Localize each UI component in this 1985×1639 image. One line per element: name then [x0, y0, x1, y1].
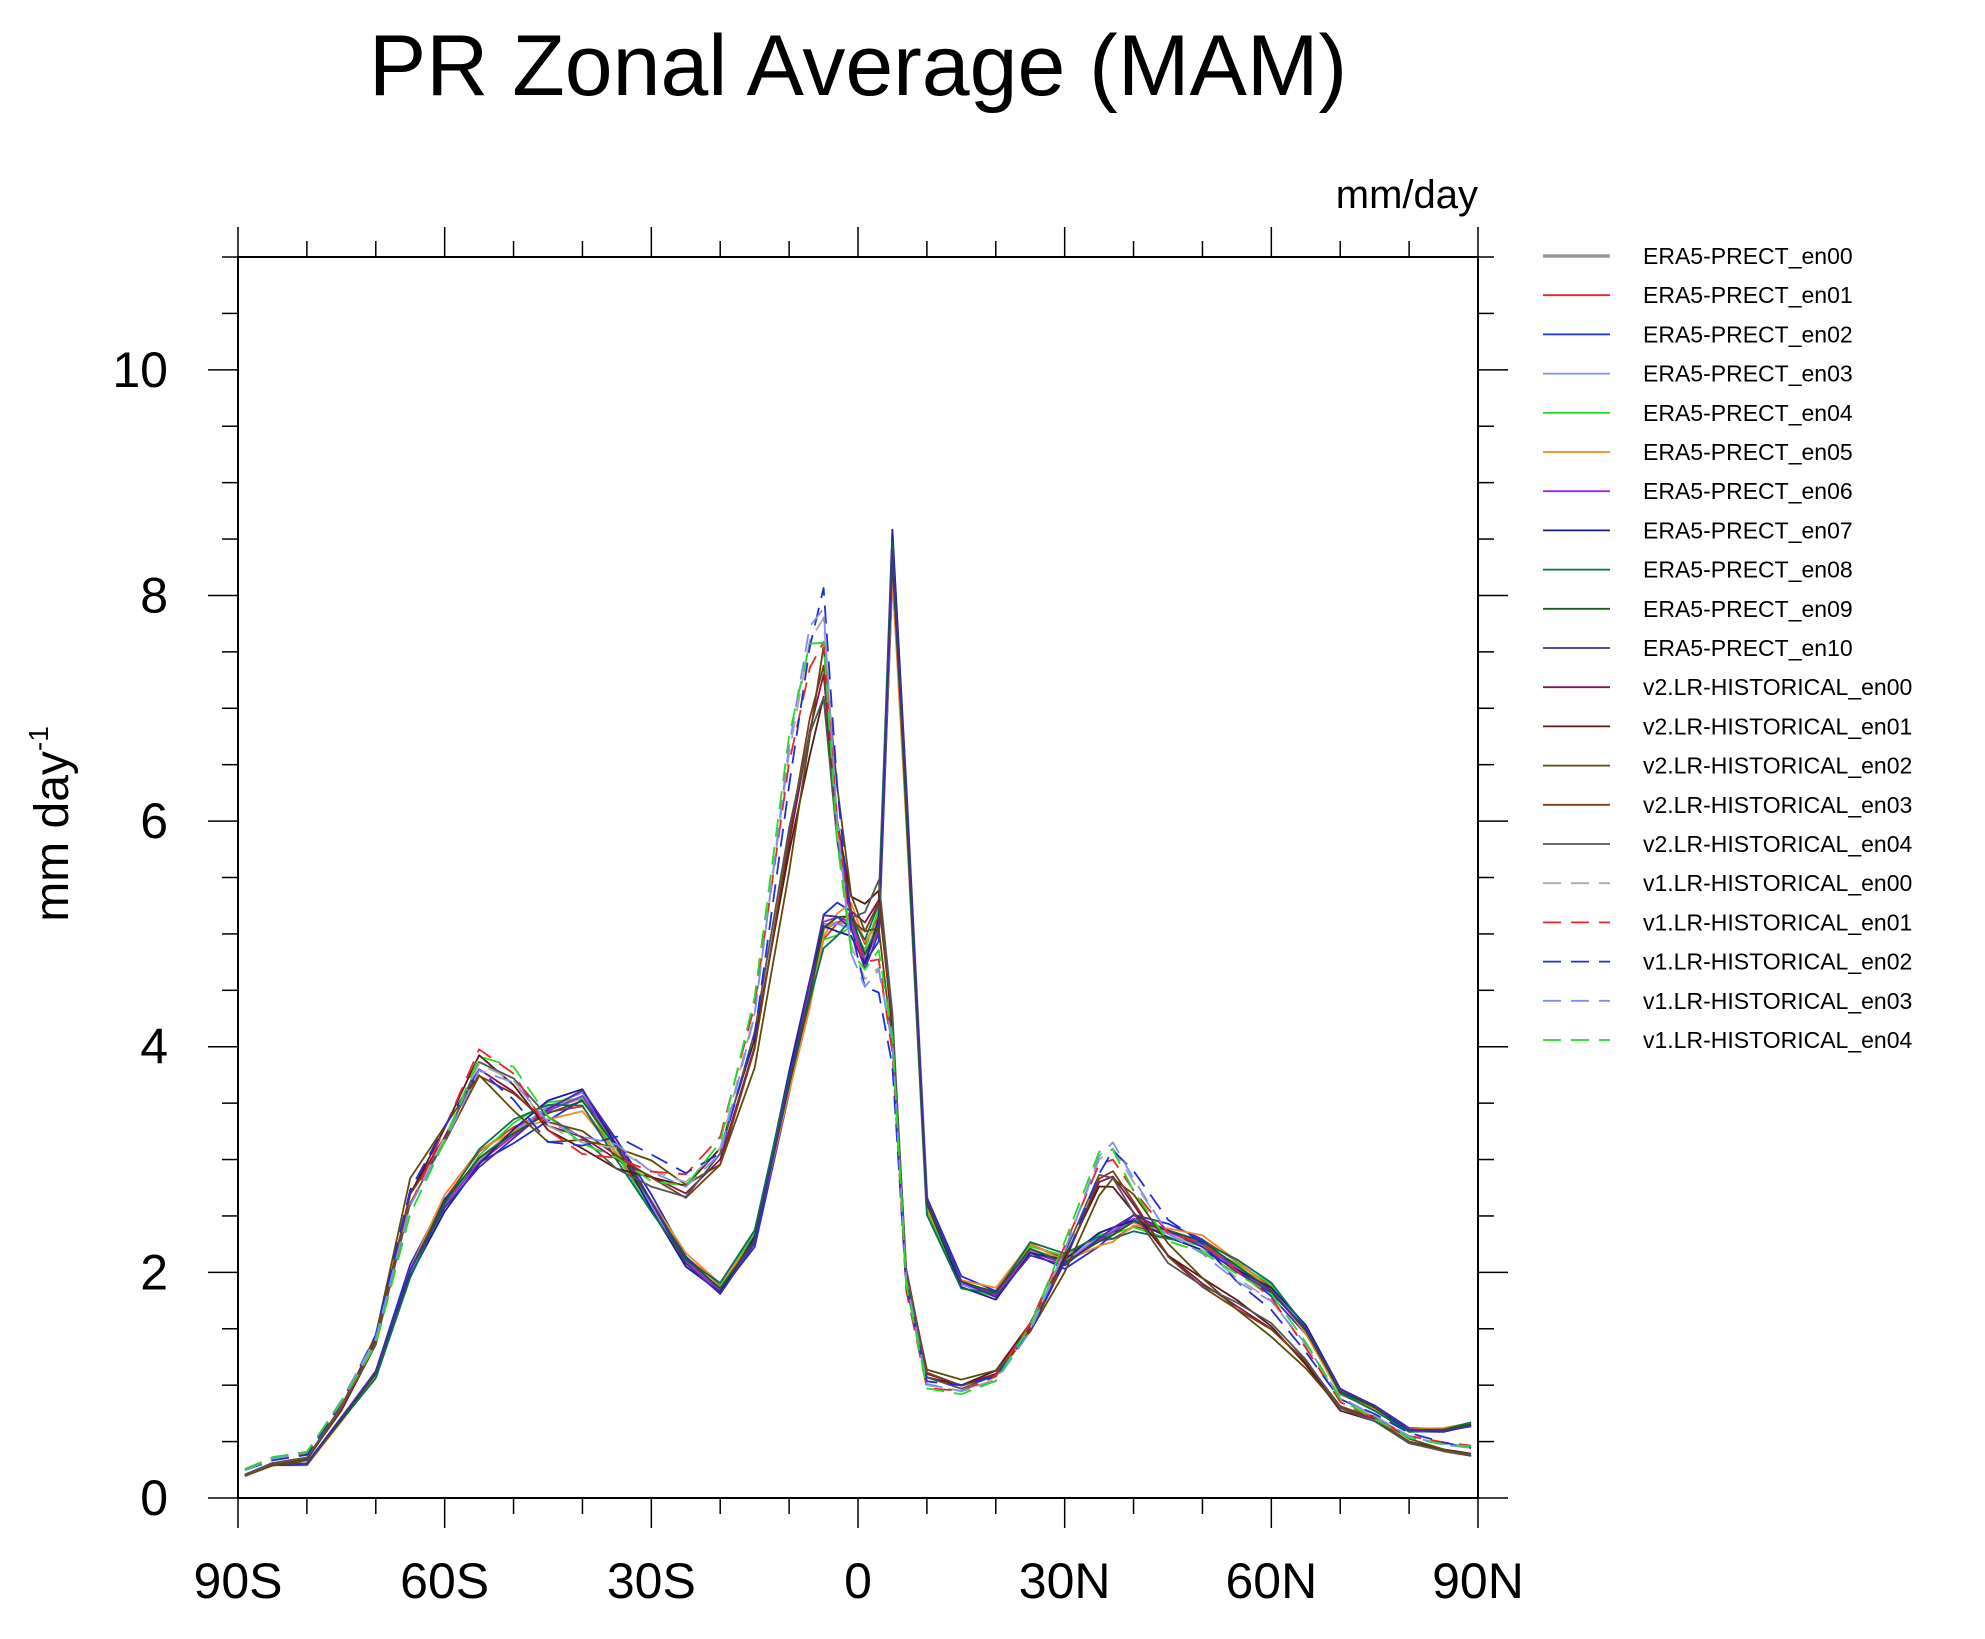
units-label: mm/day: [1336, 173, 1478, 217]
series-line-v1-lr-historical-en00: [244, 617, 1472, 1471]
legend-label: ERA5-PRECT_en01: [1643, 282, 1853, 308]
x-tick-label: 90S: [194, 1553, 283, 1609]
y-tick-label: 4: [140, 1019, 168, 1075]
y-tick-label: 2: [140, 1244, 168, 1300]
series-line-v1-lr-historical-en02: [244, 587, 1472, 1472]
series-line-v2-lr-historical-en04: [244, 696, 1472, 1476]
legend-label: v2.LR-HISTORICAL_en01: [1643, 713, 1912, 739]
x-tick-label: 30S: [607, 1553, 696, 1609]
series-lines: [244, 528, 1472, 1478]
chart-title: PR Zonal Average (MAM): [369, 18, 1347, 114]
series-line-v1-lr-historical-en03: [244, 607, 1472, 1472]
series-line-v2-lr-historical-en03: [244, 664, 1472, 1477]
x-tick-label: 90N: [1432, 1553, 1524, 1609]
legend-label: ERA5-PRECT_en00: [1643, 243, 1853, 269]
series-line-v1-lr-historical-en01: [244, 641, 1472, 1470]
series-line-era5-prect-en08: [244, 541, 1472, 1476]
legend-label: v2.LR-HISTORICAL_en03: [1643, 792, 1912, 818]
legend-label: ERA5-PRECT_en07: [1643, 517, 1853, 543]
legend-label: v2.LR-HISTORICAL_en02: [1643, 753, 1912, 779]
legend-label: v1.LR-HISTORICAL_en00: [1643, 870, 1912, 896]
y-tick-label: 8: [140, 567, 168, 623]
legend-label: ERA5-PRECT_en05: [1643, 439, 1853, 465]
x-tick-label: 30N: [1019, 1553, 1111, 1609]
x-tick-label: 60N: [1225, 1553, 1317, 1609]
y-tick-label: 6: [140, 793, 168, 849]
legend-label: ERA5-PRECT_en06: [1643, 478, 1853, 504]
y-axis-label: mm day-1: [23, 726, 79, 922]
series-line-era5-prect-en09: [244, 560, 1472, 1477]
series-line-v2-lr-historical-en02: [244, 645, 1472, 1477]
series-line-era5-prect-en04: [244, 534, 1472, 1477]
legend: ERA5-PRECT_en00 ERA5-PRECT_en01 ERA5-PRECT…: [1543, 243, 1913, 1053]
series-line-v2-lr-historical-en01: [244, 695, 1472, 1476]
legend-label: v1.LR-HISTORICAL_en03: [1643, 988, 1912, 1014]
legend-label: v1.LR-HISTORICAL_en01: [1643, 909, 1912, 935]
series-line-v2-lr-historical-en00: [244, 673, 1472, 1477]
legend-label: ERA5-PRECT_en02: [1643, 321, 1853, 347]
legend-label: ERA5-PRECT_en04: [1643, 400, 1853, 426]
y-axis-label-text: mm day: [26, 751, 79, 922]
y-tick-label: 10: [112, 342, 168, 398]
legend-label: v2.LR-HISTORICAL_en00: [1643, 674, 1912, 700]
y-axis-label-exponent: -1: [23, 726, 54, 751]
series-line-v1-lr-historical-en04: [244, 641, 1472, 1471]
series-line-era5-prect-en03: [244, 542, 1472, 1477]
legend-label: v2.LR-HISTORICAL_en04: [1643, 831, 1913, 857]
series-line-era5-prect-en06: [244, 554, 1472, 1477]
series-line-era5-prect-en01: [244, 558, 1472, 1476]
plot-area: 90S 60S 30S 0 30N 60N 90N 0 2 4 6 8 10: [112, 227, 1524, 1609]
legend-label: ERA5-PRECT_en09: [1643, 596, 1853, 622]
y-tick-label: 0: [140, 1470, 168, 1526]
series-line-era5-prect-en00: [244, 548, 1472, 1478]
legend-label: ERA5-PRECT_en08: [1643, 557, 1853, 583]
x-tick-label: 60S: [400, 1553, 489, 1609]
legend-label: v1.LR-HISTORICAL_en02: [1643, 949, 1912, 975]
series-line-era5-prect-en10: [244, 549, 1472, 1477]
legend-label: ERA5-PRECT_en03: [1643, 361, 1853, 387]
series-line-era5-prect-en07: [244, 528, 1472, 1477]
x-tick-label: 0: [844, 1553, 872, 1609]
legend-label: ERA5-PRECT_en10: [1643, 635, 1853, 661]
legend-label: v1.LR-HISTORICAL_en04: [1643, 1027, 1913, 1053]
